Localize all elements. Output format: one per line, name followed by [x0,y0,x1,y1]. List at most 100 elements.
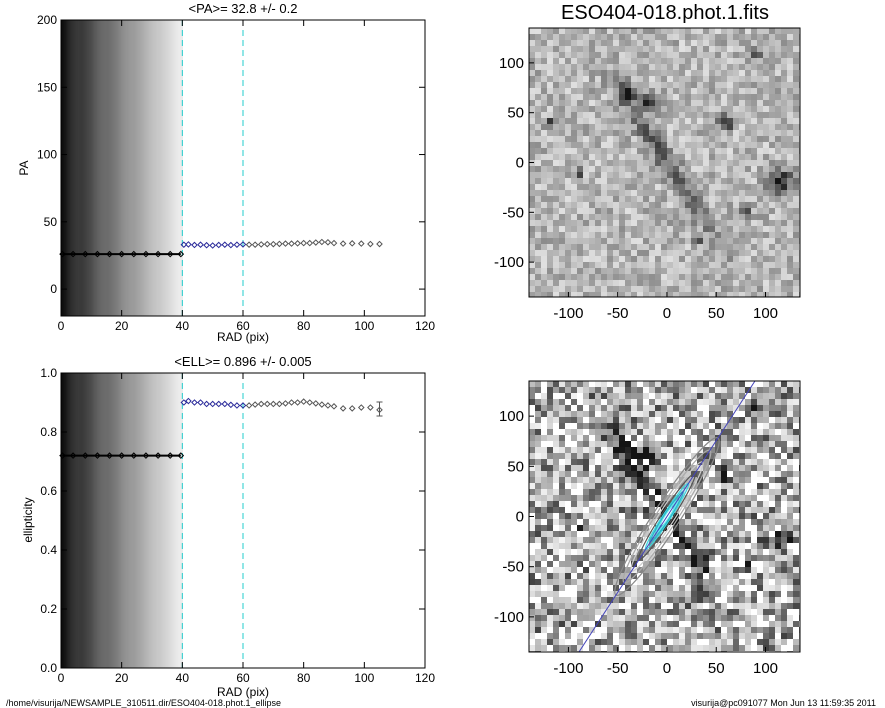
image-pixel [607,393,614,400]
image-pixel [571,160,578,167]
image-pixel [697,274,704,281]
image-pixel [691,208,698,215]
image-pixel [739,477,746,484]
image-pixel [787,477,794,484]
image-pixel [721,64,728,71]
image-pixel [619,435,626,442]
image-pixel [775,549,782,556]
image-pixel [739,441,746,448]
image-pixel [601,615,608,622]
image-pixel [745,645,752,652]
image-pixel [619,543,626,550]
data-point [348,240,356,247]
image-pixel [745,465,752,472]
image-pixel [547,585,554,592]
image-pixel [595,429,602,436]
image-pixel [691,411,698,418]
data-point [376,406,383,414]
image-pixel [541,136,548,143]
image-pixel [607,52,614,59]
image-pixel [769,519,776,526]
image-pixel [727,573,734,580]
image-pixel [775,501,782,508]
image-pixel [655,136,662,143]
image-pixel [793,489,800,496]
image-pixel [769,381,776,388]
image-pixel [751,429,758,436]
image-pixel [583,519,590,526]
image-pixel [661,88,668,95]
image-pixel [661,405,668,412]
image-pixel [769,232,776,239]
image-pixel [631,226,638,233]
image-pixel [775,387,782,394]
image-pixel [793,70,800,77]
pa-plot-title: <PA>= 32.8 +/- 0.2 [189,1,298,16]
image-pixel [637,64,644,71]
image-pixel [697,196,704,203]
image-pixel [595,603,602,610]
image-pixel [631,46,638,53]
image-pixel [649,591,656,598]
image-pixel [685,465,692,472]
image-pixel [715,28,722,35]
image-pixel [535,501,542,508]
image-pixel [655,190,662,197]
image-pixel [583,208,590,215]
image-pixel [637,441,644,448]
image-pixel [661,148,668,155]
image-pixel [649,154,656,161]
image-pixel [535,34,542,41]
image-pixel [595,286,602,293]
image-pixel [625,52,632,59]
image-pixel [757,531,764,538]
image-pixel [625,477,632,484]
image-pixel [571,190,578,197]
image-pixel [583,154,590,161]
image-pixel [601,429,608,436]
image-pixel [793,477,800,484]
image-pixel [655,256,662,263]
image-pixel [721,597,728,604]
image-pixel [577,112,584,119]
image-pixel [775,232,782,239]
image-pixel [565,453,572,460]
image-pixel [763,459,770,466]
image-pixel [673,226,680,233]
image-pixel [631,112,638,119]
image-pixel [619,405,626,412]
image-pixel [691,136,698,143]
image-pixel [655,52,662,59]
image-pixel [679,280,686,287]
image-pixel [763,214,770,221]
image-pixel [559,34,566,41]
image-pixel [649,100,656,107]
image-pixel [637,238,644,245]
image-pixel [625,166,632,173]
image-pixel [625,513,632,520]
image-pixel [655,76,662,83]
image-pixel [541,88,548,95]
image-pixel [607,262,614,269]
image-pixel [763,106,770,113]
image-pixel [787,609,794,616]
image-pixel [601,184,608,191]
image-pixel [697,555,704,562]
image-pixel [673,609,680,616]
image-pixel [535,447,542,454]
image-pixel [661,34,668,41]
image-pixel [631,172,638,179]
image-pixel [655,579,662,586]
image-pixel [679,34,686,41]
image-pixel [571,393,578,400]
image-pixel [793,561,800,568]
image-pixel [685,64,692,71]
image-pixel [559,639,566,646]
image-pixel [637,106,644,113]
image-pixel [589,645,596,652]
image-pixel [685,501,692,508]
image-pixel [727,28,734,35]
image-pixel [703,106,710,113]
image-pixel [733,525,740,532]
image-pixel [739,555,746,562]
